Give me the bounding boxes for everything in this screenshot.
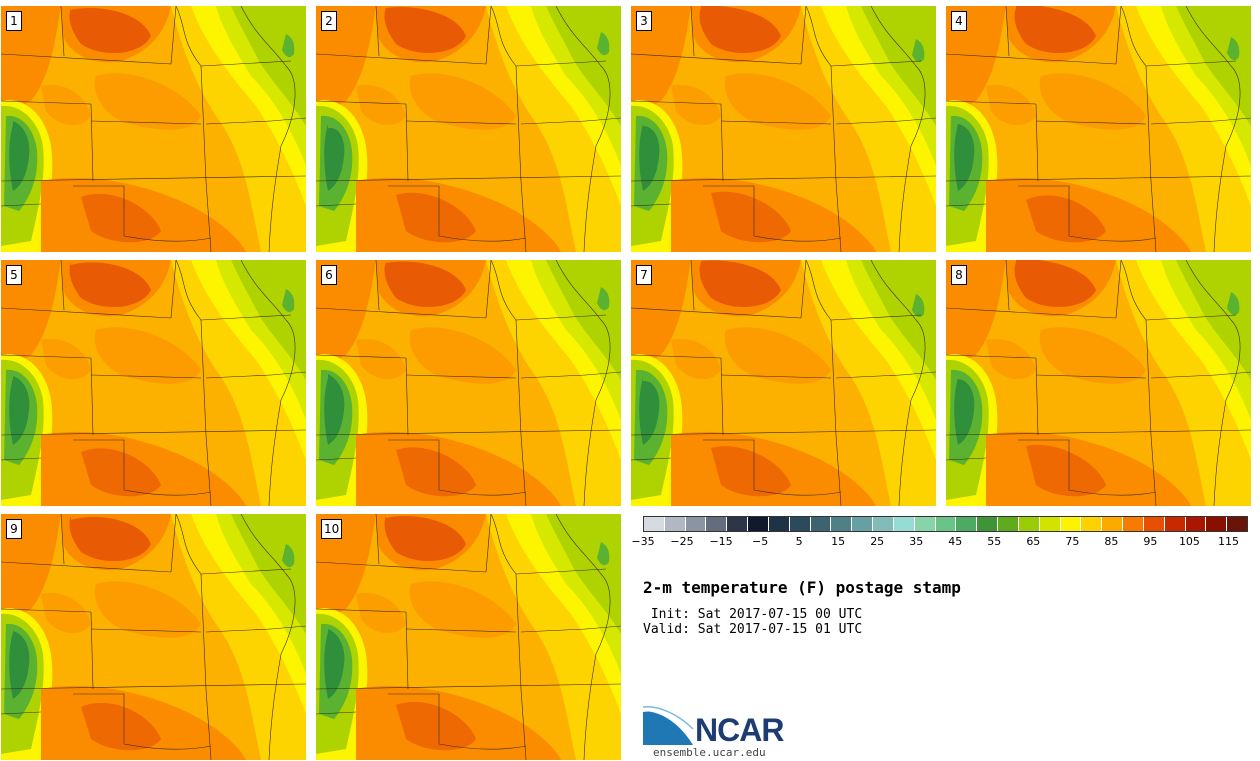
ensemble-member-panel: 4 bbox=[946, 6, 1251, 252]
member-number-label: 3 bbox=[636, 11, 652, 31]
colorbar-tick: 65 bbox=[1026, 535, 1041, 548]
colorbar-tick: 105 bbox=[1178, 535, 1200, 548]
ensemble-member-panel: 7 bbox=[631, 260, 936, 506]
colorbar-tick: 15 bbox=[831, 535, 846, 548]
colorbar-swatch bbox=[1039, 517, 1061, 531]
temperature-map bbox=[1, 260, 306, 506]
temperature-map bbox=[316, 6, 621, 252]
figure-title: 2-m temperature (F) postage stamp bbox=[643, 578, 961, 597]
colorbar-tick: −5 bbox=[751, 535, 769, 548]
colorbar-swatch bbox=[956, 517, 978, 531]
temperature-map bbox=[316, 514, 621, 760]
colorbar-swatch bbox=[1018, 517, 1040, 531]
temperature-colorbar bbox=[643, 516, 1248, 532]
colorbar-tick: −35 bbox=[631, 535, 655, 548]
colorbar-swatch bbox=[998, 517, 1019, 531]
ensemble-member-panel: 8 bbox=[946, 260, 1251, 506]
valid-time-label: Valid: Sat 2017-07-15 01 UTC bbox=[643, 622, 863, 637]
init-time-label: Init: Sat 2017-07-15 00 UTC bbox=[643, 607, 863, 622]
member-number-label: 9 bbox=[6, 519, 22, 539]
colorbar-swatch bbox=[706, 517, 728, 531]
colorbar-tick: 95 bbox=[1143, 535, 1158, 548]
colorbar-tick: 75 bbox=[1065, 535, 1080, 548]
colorbar-tick: 25 bbox=[870, 535, 885, 548]
colorbar-swatch bbox=[852, 517, 874, 531]
colorbar-swatch bbox=[893, 517, 915, 531]
ncar-logo-text: NCAR bbox=[695, 712, 784, 748]
member-number-label: 10 bbox=[321, 519, 343, 539]
colorbar-swatch bbox=[664, 517, 686, 531]
temperature-map bbox=[316, 260, 621, 506]
colorbar-swatch bbox=[810, 517, 832, 531]
temperature-map bbox=[1, 514, 306, 760]
colorbar-tick: 115 bbox=[1217, 535, 1239, 548]
colorbar-swatch bbox=[1227, 517, 1248, 531]
colorbar-swatch bbox=[1081, 517, 1103, 531]
colorbar-swatch bbox=[935, 517, 957, 531]
colorbar-swatch bbox=[873, 517, 894, 531]
colorbar-swatch bbox=[768, 517, 790, 531]
ensemble-member-panel: 2 bbox=[316, 6, 621, 252]
colorbar-tick: 85 bbox=[1104, 535, 1119, 548]
colorbar-tick: 35 bbox=[909, 535, 924, 548]
colorbar-tick: −25 bbox=[670, 535, 694, 548]
member-number-label: 8 bbox=[951, 265, 967, 285]
ensemble-member-panel: 3 bbox=[631, 6, 936, 252]
colorbar-swatch bbox=[748, 517, 769, 531]
website-label: ensemble.ucar.edu bbox=[653, 746, 766, 759]
colorbar-swatch bbox=[1185, 517, 1207, 531]
colorbar-swatch bbox=[644, 517, 665, 531]
colorbar-swatch bbox=[1060, 517, 1082, 531]
colorbar-swatch bbox=[1164, 517, 1186, 531]
temperature-map bbox=[1, 6, 306, 252]
ensemble-member-panel: 1 bbox=[1, 6, 306, 252]
colorbar-swatch bbox=[727, 517, 749, 531]
colorbar-swatch bbox=[1102, 517, 1124, 531]
member-number-label: 6 bbox=[321, 265, 337, 285]
ensemble-member-panel: 9 bbox=[1, 514, 306, 760]
colorbar-swatch bbox=[1123, 517, 1144, 531]
ensemble-member-panel: 10 bbox=[316, 514, 621, 760]
member-number-label: 2 bbox=[321, 11, 337, 31]
temperature-map bbox=[631, 6, 936, 252]
member-number-label: 5 bbox=[6, 265, 22, 285]
member-number-label: 7 bbox=[636, 265, 652, 285]
ensemble-member-panel: 6 bbox=[316, 260, 621, 506]
member-number-label: 4 bbox=[951, 11, 967, 31]
ensemble-member-panel: 5 bbox=[1, 260, 306, 506]
temperature-map bbox=[946, 6, 1251, 252]
temperature-map bbox=[946, 260, 1251, 506]
colorbar-swatch bbox=[914, 517, 936, 531]
temperature-map bbox=[631, 260, 936, 506]
colorbar-swatch bbox=[685, 517, 707, 531]
colorbar-tick: −15 bbox=[709, 535, 733, 548]
colorbar-tick: 45 bbox=[948, 535, 963, 548]
colorbar-swatch bbox=[831, 517, 853, 531]
colorbar-tick: 5 bbox=[795, 535, 803, 548]
colorbar-swatch bbox=[1206, 517, 1228, 531]
colorbar-tick: 55 bbox=[987, 535, 1002, 548]
colorbar-swatch bbox=[977, 517, 999, 531]
colorbar-tick-labels: −35 −25 −15 −5 5 15 25 35 45 55 65 75 85 95 105 115 bbox=[631, 535, 1248, 551]
ncar-logo-icon bbox=[643, 706, 694, 745]
colorbar-swatch bbox=[789, 517, 811, 531]
member-number-label: 1 bbox=[6, 11, 22, 31]
colorbar-swatch bbox=[1143, 517, 1165, 531]
